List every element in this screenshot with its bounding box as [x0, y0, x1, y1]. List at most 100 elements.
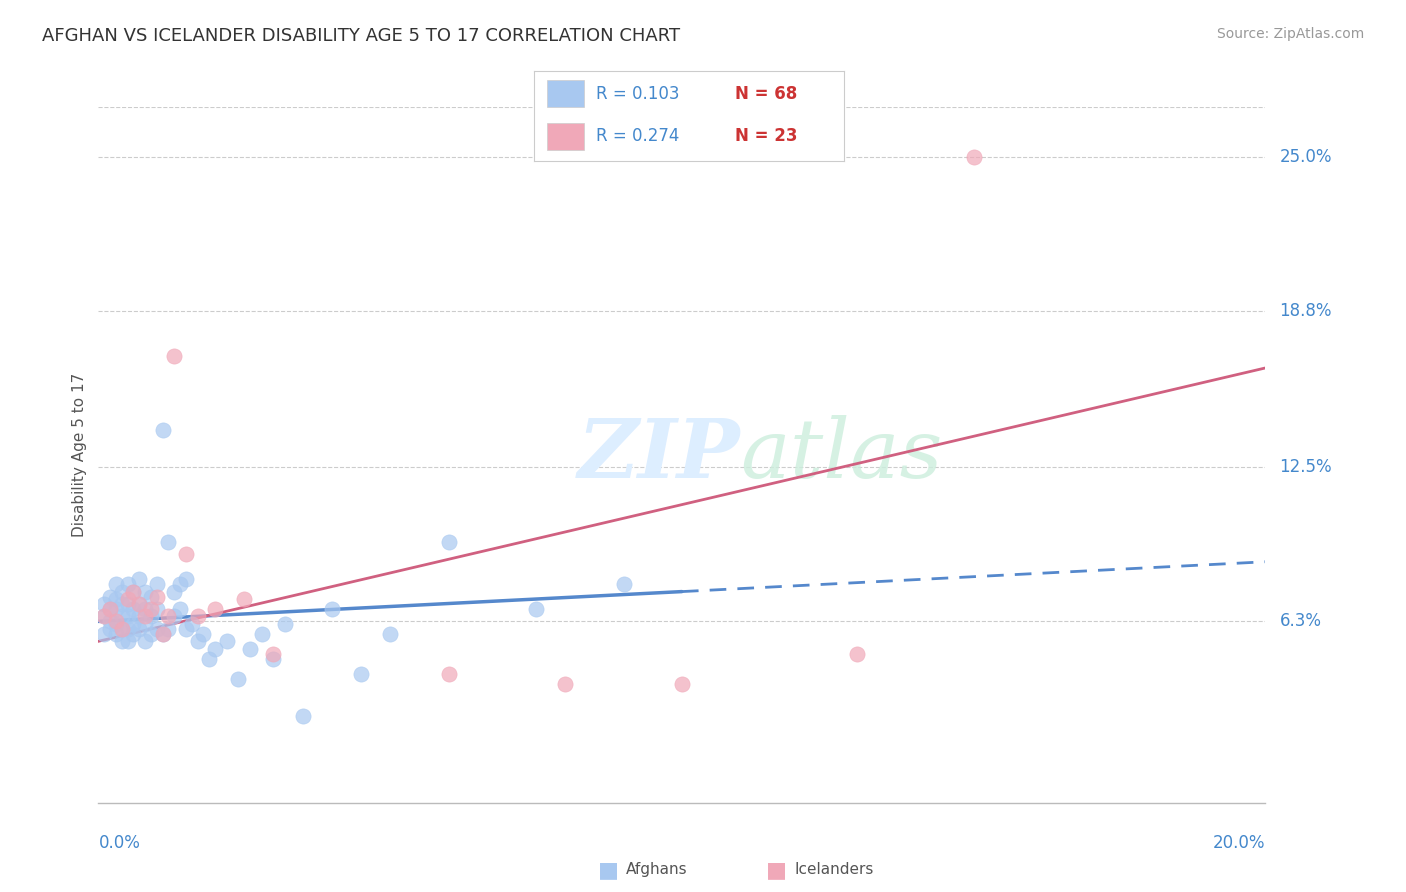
- Point: [262, 647, 284, 661]
- Point: [437, 666, 460, 681]
- Point: [134, 616, 156, 631]
- Point: [204, 602, 226, 616]
- Point: [350, 666, 373, 681]
- Point: [111, 634, 134, 648]
- Point: [128, 609, 150, 624]
- Point: [128, 597, 150, 611]
- Point: [174, 547, 197, 561]
- Point: [93, 609, 115, 624]
- Point: [193, 627, 215, 641]
- Point: [93, 597, 115, 611]
- Text: 25.0%: 25.0%: [1279, 148, 1331, 166]
- Point: [274, 616, 297, 631]
- Point: [174, 572, 197, 586]
- Point: [134, 584, 156, 599]
- Point: [111, 609, 134, 624]
- Point: [187, 609, 209, 624]
- Point: [239, 641, 262, 656]
- Text: N = 23: N = 23: [735, 128, 797, 145]
- Point: [117, 609, 139, 624]
- Text: ■: ■: [766, 860, 787, 880]
- Text: 18.8%: 18.8%: [1279, 301, 1331, 320]
- Point: [111, 622, 134, 636]
- Point: [146, 577, 169, 591]
- Point: [163, 349, 186, 363]
- Point: [104, 577, 127, 591]
- Point: [98, 590, 121, 604]
- Point: [321, 602, 343, 616]
- Point: [378, 627, 402, 641]
- Point: [139, 590, 162, 604]
- Point: [139, 627, 162, 641]
- Point: [117, 634, 139, 648]
- Text: atlas: atlas: [741, 415, 942, 495]
- Point: [93, 609, 115, 624]
- Point: [152, 423, 174, 437]
- Point: [128, 572, 150, 586]
- Text: R = 0.274: R = 0.274: [596, 128, 679, 145]
- Point: [845, 647, 868, 661]
- Point: [139, 602, 162, 616]
- Point: [111, 597, 134, 611]
- Point: [98, 602, 121, 616]
- Point: [262, 651, 284, 665]
- Point: [117, 597, 139, 611]
- Text: Afghans: Afghans: [626, 863, 688, 877]
- Point: [98, 622, 121, 636]
- Text: 6.3%: 6.3%: [1279, 613, 1322, 631]
- Text: Source: ZipAtlas.com: Source: ZipAtlas.com: [1216, 27, 1364, 41]
- Point: [128, 597, 150, 611]
- Point: [122, 627, 145, 641]
- Text: ZIP: ZIP: [578, 415, 741, 495]
- Point: [146, 590, 169, 604]
- Point: [524, 602, 547, 616]
- Point: [671, 676, 693, 690]
- Point: [291, 708, 314, 723]
- Point: [104, 602, 127, 616]
- Point: [122, 584, 145, 599]
- Text: N = 68: N = 68: [735, 85, 797, 103]
- Point: [117, 577, 139, 591]
- Point: [117, 622, 139, 636]
- Point: [122, 584, 145, 599]
- Point: [198, 651, 221, 665]
- Point: [117, 592, 139, 607]
- Point: [180, 616, 202, 631]
- Point: [104, 615, 127, 629]
- Point: [104, 592, 127, 607]
- Point: [122, 616, 145, 631]
- Text: 20.0%: 20.0%: [1213, 834, 1265, 852]
- Point: [139, 609, 162, 624]
- Point: [554, 676, 576, 690]
- Point: [169, 577, 191, 591]
- Point: [163, 584, 186, 599]
- Text: Icelanders: Icelanders: [794, 863, 873, 877]
- Point: [163, 609, 186, 624]
- Point: [104, 616, 127, 631]
- Point: [187, 634, 209, 648]
- Point: [152, 627, 174, 641]
- Point: [98, 602, 121, 616]
- Point: [228, 672, 250, 686]
- Point: [233, 592, 256, 607]
- Point: [104, 627, 127, 641]
- Point: [612, 577, 634, 591]
- Point: [93, 627, 115, 641]
- Y-axis label: Disability Age 5 to 17: Disability Age 5 to 17: [72, 373, 87, 537]
- Point: [128, 622, 150, 636]
- Point: [204, 641, 226, 656]
- Point: [215, 634, 238, 648]
- Point: [134, 634, 156, 648]
- Point: [169, 602, 191, 616]
- Text: AFGHAN VS ICELANDER DISABILITY AGE 5 TO 17 CORRELATION CHART: AFGHAN VS ICELANDER DISABILITY AGE 5 TO …: [42, 27, 681, 45]
- Point: [134, 609, 156, 624]
- Text: 0.0%: 0.0%: [98, 834, 141, 852]
- Point: [437, 534, 460, 549]
- Text: R = 0.103: R = 0.103: [596, 85, 679, 103]
- Point: [146, 602, 169, 616]
- Point: [111, 622, 134, 636]
- Point: [157, 534, 180, 549]
- Point: [157, 609, 180, 624]
- Point: [134, 602, 156, 616]
- Point: [174, 622, 197, 636]
